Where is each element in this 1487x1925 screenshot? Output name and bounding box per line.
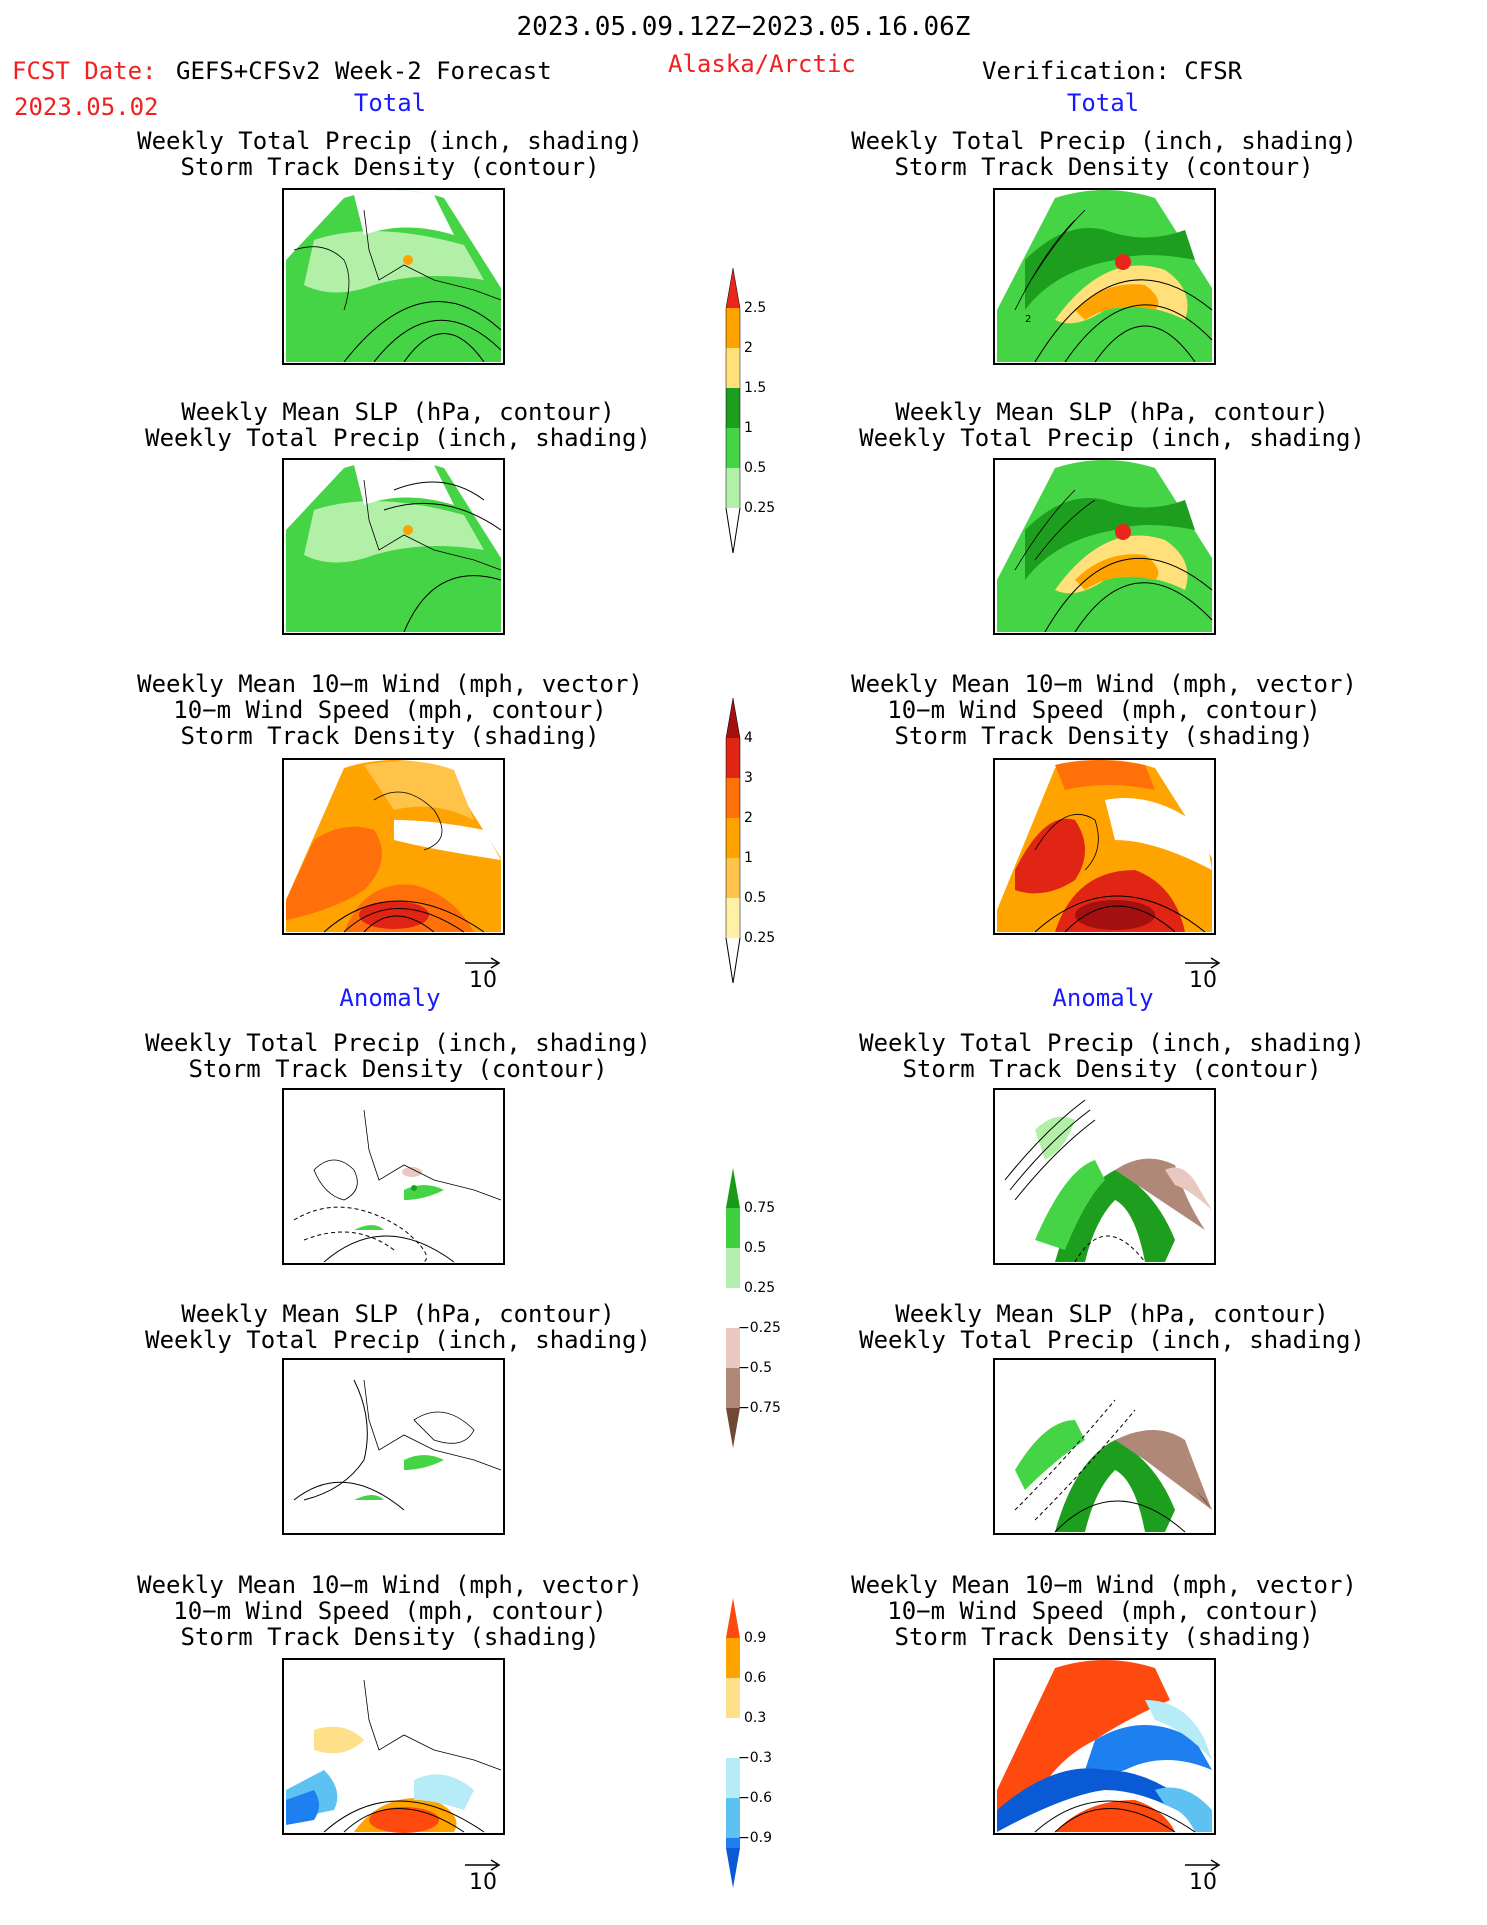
colorbar-label: −0.6 bbox=[738, 1790, 772, 1806]
fcst-date: 2023.05.02 bbox=[14, 93, 159, 121]
section-total-left: Total bbox=[353, 89, 427, 117]
colorbar-label: 0.5 bbox=[744, 1240, 767, 1256]
colorbar-label: 1 bbox=[744, 850, 753, 866]
title-wind-storm-2: 10−m Wind Speed (mph, contour) bbox=[887, 1597, 1321, 1625]
map-anomaly-slp-forecast bbox=[282, 1358, 505, 1535]
colorbar-anomaly-storm: 0.9 0.6 0.3 −0.3 −0.6 −0.9 bbox=[718, 1598, 818, 1888]
title-precip-storm-2: Storm Track Density (contour) bbox=[188, 1055, 608, 1083]
verification-label: Verification: CFSR bbox=[982, 57, 1243, 85]
title-wind-storm-1: Weekly Mean 10−m Wind (mph, vector) bbox=[137, 670, 643, 698]
map-anomaly-precip-forecast bbox=[282, 1088, 505, 1265]
colorbar-label: 0.25 bbox=[744, 500, 776, 516]
colorbar-total-precip: 2.5 2 1.5 1 0.5 0.25 bbox=[718, 267, 808, 558]
model-name: GEFS+CFSv2 Week-2 Forecast bbox=[176, 57, 552, 85]
title-precip-storm-1: Weekly Total Precip (inch, shading) bbox=[851, 127, 1357, 155]
title-precip-storm-1: Weekly Total Precip (inch, shading) bbox=[859, 1029, 1365, 1057]
title-precip-storm-2: Storm Track Density (contour) bbox=[180, 153, 600, 181]
colorbar-label: 1 bbox=[744, 420, 753, 436]
title-slp-precip-2: Weekly Total Precip (inch, shading) bbox=[145, 1326, 651, 1354]
colorbar-label: −0.5 bbox=[738, 1360, 772, 1376]
title-precip-storm-1: Weekly Total Precip (inch, shading) bbox=[137, 127, 643, 155]
colorbar-label: 2 bbox=[744, 340, 753, 356]
section-anomaly-left: Anomaly bbox=[339, 984, 441, 1012]
colorbar-label: 0.9 bbox=[744, 1630, 767, 1646]
colorbar-label: −0.25 bbox=[738, 1320, 781, 1336]
vector-key: 10 bbox=[1183, 956, 1223, 993]
colorbar-total-storm: 4 3 2 1 0.5 0.25 bbox=[718, 697, 808, 988]
title-slp-precip-1: Weekly Mean SLP (hPa, contour) bbox=[895, 398, 1329, 426]
title-slp-precip-1: Weekly Mean SLP (hPa, contour) bbox=[895, 1300, 1329, 1328]
section-anomaly-right: Anomaly bbox=[1052, 984, 1154, 1012]
title-wind-storm-2: 10−m Wind Speed (mph, contour) bbox=[173, 1597, 607, 1625]
title-slp-precip-1: Weekly Mean SLP (hPa, contour) bbox=[181, 1300, 615, 1328]
map-wind-storm-verification bbox=[993, 758, 1216, 935]
colorbar-label: 3 bbox=[744, 770, 753, 786]
title-precip-storm-2: Storm Track Density (contour) bbox=[894, 153, 1314, 181]
colorbar-label: 0.3 bbox=[744, 1710, 767, 1726]
svg-text:2: 2 bbox=[1025, 314, 1031, 325]
fcst-date-label: FCST Date: bbox=[12, 57, 157, 85]
map-total-precip-forecast bbox=[282, 188, 505, 365]
title-slp-precip-1: Weekly Mean SLP (hPa, contour) bbox=[181, 398, 615, 426]
map-anomaly-slp-verification bbox=[993, 1358, 1216, 1535]
title-wind-storm-3: Storm Track Density (shading) bbox=[894, 1623, 1314, 1651]
colorbar-label: 2 bbox=[744, 810, 753, 826]
vector-key: 10 bbox=[1183, 1858, 1223, 1895]
region-label: Alaska/Arctic bbox=[668, 50, 856, 78]
colorbar-label: 0.6 bbox=[744, 1670, 767, 1686]
vector-key-label: 10 bbox=[1189, 968, 1217, 993]
title-wind-storm-2: 10−m Wind Speed (mph, contour) bbox=[173, 696, 607, 724]
colorbar-label: 0.5 bbox=[744, 890, 767, 906]
title-wind-storm-1: Weekly Mean 10−m Wind (mph, vector) bbox=[851, 670, 1357, 698]
vector-key-label: 10 bbox=[469, 1870, 497, 1895]
forecast-period: 2023.05.09.12Z−2023.05.16.06Z bbox=[516, 12, 971, 42]
title-wind-storm-3: Storm Track Density (shading) bbox=[180, 1623, 600, 1651]
title-slp-precip-2: Weekly Total Precip (inch, shading) bbox=[145, 424, 651, 452]
colorbar-label: −0.3 bbox=[738, 1750, 772, 1766]
colorbar-label: 0.25 bbox=[744, 1280, 776, 1296]
map-total-precip-verification: 2 bbox=[993, 188, 1216, 365]
title-wind-storm-3: Storm Track Density (shading) bbox=[894, 722, 1314, 750]
map-anomaly-precip-verification bbox=[993, 1088, 1216, 1265]
vector-key-label: 10 bbox=[469, 968, 497, 993]
title-slp-precip-2: Weekly Total Precip (inch, shading) bbox=[859, 424, 1365, 452]
map-slp-precip-verification bbox=[993, 458, 1216, 635]
colorbar-anomaly-precip: 0.75 0.5 0.25 −0.25 −0.5 −0.75 bbox=[718, 1168, 818, 1458]
colorbar-label: −0.9 bbox=[738, 1830, 772, 1846]
colorbar-label: 0.75 bbox=[744, 1200, 776, 1216]
vector-key: 10 bbox=[463, 956, 503, 993]
title-wind-storm-3: Storm Track Density (shading) bbox=[180, 722, 600, 750]
colorbar-label: 1.5 bbox=[744, 380, 767, 396]
colorbar-label: 0.5 bbox=[744, 460, 767, 476]
vector-key-label: 10 bbox=[1189, 1870, 1217, 1895]
title-wind-storm-2: 10−m Wind Speed (mph, contour) bbox=[887, 696, 1321, 724]
colorbar-label: 0.25 bbox=[744, 930, 776, 946]
title-precip-storm-2: Storm Track Density (contour) bbox=[902, 1055, 1322, 1083]
colorbar-label: 2.5 bbox=[744, 300, 767, 316]
vector-key: 10 bbox=[463, 1858, 503, 1895]
title-wind-storm-1: Weekly Mean 10−m Wind (mph, vector) bbox=[137, 1571, 643, 1599]
title-precip-storm-1: Weekly Total Precip (inch, shading) bbox=[145, 1029, 651, 1057]
map-anomaly-wind-verification bbox=[993, 1658, 1216, 1835]
title-slp-precip-2: Weekly Total Precip (inch, shading) bbox=[859, 1326, 1365, 1354]
map-anomaly-wind-forecast bbox=[282, 1658, 505, 1835]
title-wind-storm-1: Weekly Mean 10−m Wind (mph, vector) bbox=[851, 1571, 1357, 1599]
section-total-right: Total bbox=[1066, 89, 1140, 117]
colorbar-label: −0.75 bbox=[738, 1400, 781, 1416]
map-wind-storm-forecast bbox=[282, 758, 505, 935]
colorbar-label: 4 bbox=[744, 730, 753, 746]
map-slp-precip-forecast bbox=[282, 458, 505, 635]
